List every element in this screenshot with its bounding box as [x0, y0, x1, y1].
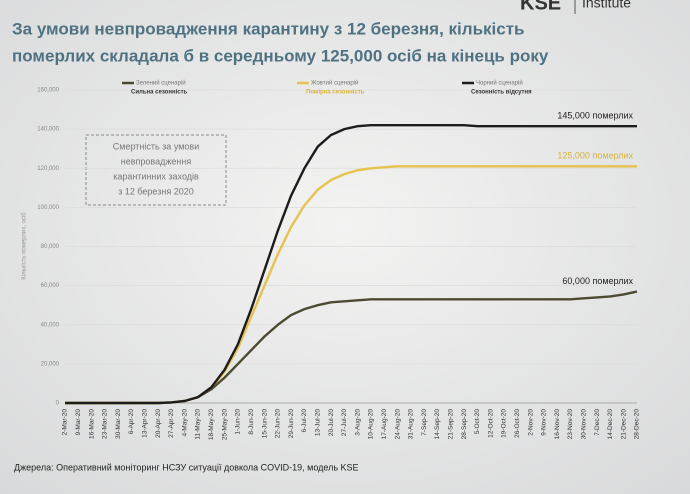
- source: Джерела: Оперативний моніторинг НСЗУ сит…: [14, 462, 359, 472]
- x-tick-label: 20-Apr-20: [155, 409, 162, 438]
- x-tick-label: 22-Jun-20: [275, 409, 282, 439]
- x-tick-label: 24-Aug-20: [394, 409, 401, 440]
- x-tick-label: 23-Nov-20: [567, 409, 574, 440]
- y-tick-label: 60,000: [41, 283, 60, 289]
- x-tick-label: 7-Sep-20: [421, 409, 428, 436]
- y-tick-label: 40,000: [41, 322, 60, 328]
- x-tick-label: 13-Jul-20: [314, 409, 321, 436]
- x-tick-label: 8-Jun-20: [248, 409, 255, 435]
- x-tick-label: 31-Aug-20: [408, 409, 415, 440]
- annotation-text: Смертність за умови: [113, 141, 199, 151]
- x-tick-label: 6-Apr-20: [128, 409, 135, 435]
- legend-label: Зелений сценарій: [136, 80, 186, 87]
- x-tick-label: 1-Jun-20: [235, 409, 242, 435]
- y-tick-label: 160,000: [37, 88, 59, 94]
- x-tick-label: 21-Dec-20: [620, 409, 627, 440]
- x-tick-label: 14-Dec-20: [607, 409, 614, 440]
- x-tick-label: 21-Sep-20: [447, 409, 454, 440]
- x-tick-label: 27-Jul-20: [341, 409, 348, 436]
- annotation-text: з 12 березня 2020: [118, 186, 194, 196]
- title-line: померлих складала б в середньому 125,000…: [12, 46, 549, 65]
- y-tick-label: 100,000: [37, 205, 59, 211]
- x-tick-label: 30-Mar-20: [115, 409, 122, 439]
- x-tick-label: 10-Aug-20: [368, 409, 375, 440]
- x-tick-label: 30-Nov-20: [581, 409, 588, 440]
- title-line: За умови невпровадження карантину з 12 б…: [12, 19, 524, 38]
- x-tick-label: 4-May-20: [181, 409, 188, 437]
- y-tick-label: 140,000: [37, 127, 59, 133]
- x-tick-label: 7-Dec-20: [594, 409, 601, 436]
- y-tick-label: 120,000: [37, 166, 59, 172]
- x-tick-label: 19-Oct-20: [501, 409, 508, 438]
- x-tick-label: 2-Mar-20: [62, 409, 69, 436]
- x-tick-label: 2-Nov-20: [527, 409, 534, 436]
- x-tick-label: 6-Jul-20: [301, 409, 308, 433]
- legend-label: Жовтий сценарій: [311, 80, 358, 87]
- annotation-text: невпровадження: [121, 156, 192, 166]
- annotation-box: [85, 134, 227, 206]
- y-tick-label: 80,000: [41, 244, 60, 250]
- legend-description: Сезонність відсутня: [471, 90, 532, 96]
- logo-name: KSE: [520, 0, 561, 14]
- x-tick-label: 18-May-20: [208, 409, 215, 440]
- x-tick-label: 25-May-20: [221, 409, 228, 440]
- x-tick-label: 12-Oct-20: [487, 409, 494, 438]
- legend-label: Чорний сценарій: [476, 80, 523, 87]
- x-tick-label: 15-Jun-20: [261, 409, 268, 439]
- x-tick-label: 29-Jun-20: [288, 409, 295, 439]
- x-tick-label: 23-Mar-20: [102, 409, 109, 439]
- x-tick-label: 13-Apr-20: [142, 409, 149, 438]
- end-label: 145,000 померлих: [557, 111, 633, 121]
- x-tick-label: 14-Sep-20: [434, 409, 441, 440]
- end-label: 125,000 померлих: [557, 151, 633, 161]
- end-label: 60,000 померлих: [562, 276, 633, 286]
- series-line: [65, 124, 637, 405]
- annotation-text: карантинних заходів: [113, 171, 199, 181]
- x-tick-label: 5-Oct-20: [474, 409, 481, 435]
- y-tick-label: 20,000: [41, 361, 60, 367]
- x-tick-label: 11-May-20: [195, 409, 202, 440]
- x-tick-label: 26-Oct-20: [514, 409, 521, 438]
- x-tick-label: 16-Nov-20: [554, 409, 561, 440]
- x-tick-label: 28-Dec-20: [634, 409, 641, 440]
- x-tick-label: 17-Aug-20: [381, 409, 388, 440]
- x-tick-label: 9-Nov-20: [541, 409, 548, 436]
- x-tick-label: 16-Mar-20: [88, 409, 95, 439]
- x-tick-label: 3-Aug-20: [354, 409, 361, 436]
- y-tick-label: 0: [56, 401, 60, 407]
- x-tick-label: 28-Sep-20: [461, 409, 468, 440]
- x-tick-label: 20-Jul-20: [328, 409, 335, 436]
- x-tick-label: 9-Mar-20: [75, 409, 82, 436]
- legend-description: Помірна сезонність: [306, 90, 365, 96]
- y-axis-label: Кількість померлих, осіб: [22, 212, 28, 280]
- x-tick-label: 27-Apr-20: [168, 409, 175, 438]
- logo-suffix: Institute: [582, 0, 631, 11]
- legend-description: Сильна сезонність: [131, 90, 188, 96]
